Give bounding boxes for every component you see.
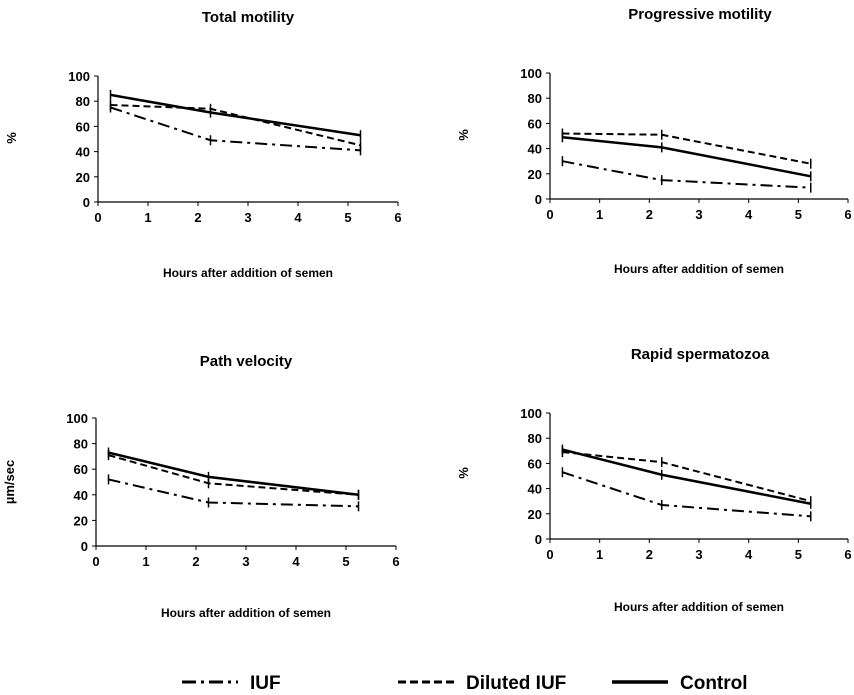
chart4-y-tick-label: 60 [528, 456, 542, 471]
chart4-y-tick-label: 40 [528, 482, 542, 497]
chart3-x-tick-label: 5 [342, 554, 349, 569]
chart4-y-tick-label: 20 [528, 507, 542, 522]
legend-label-diluted-iuf: Diluted IUF [466, 673, 566, 694]
legend-label-iuf: IUF [250, 673, 281, 694]
chart3-series-control-line [108, 451, 359, 497]
chart3-path-velocity: Path velocity Hours after addition of sem… [2, 353, 400, 620]
chart2-y-tick-label: 100 [520, 66, 542, 81]
legend-item-iuf: IUF [182, 673, 281, 694]
chart2-x-tick-label: 2 [646, 207, 653, 222]
chart3-x-tick-label: 0 [92, 554, 99, 569]
chart2-series-iuf-line [562, 160, 811, 189]
chart1-x-tick-label: 6 [394, 210, 401, 225]
chart1-series-diluted-iuf-line [110, 103, 361, 147]
chart1-series-control-line [110, 93, 361, 137]
chart4-rapid-spermatozoa: Rapid spermatozoa Hours after addition of… [456, 346, 852, 614]
chart3-x-tick-label: 1 [142, 554, 149, 569]
chart4-x-tick-label: 6 [844, 547, 851, 562]
legend-item-diluted-iuf: Diluted IUF [398, 673, 566, 694]
chart3-y-tick-label: 60 [74, 462, 88, 477]
chart2-x-axis-label: Hours after addition of semen [614, 262, 784, 276]
chart2-x-tick-label: 4 [745, 207, 753, 222]
chart2-series-diluted-iuf-line [562, 132, 811, 165]
chart3-y-tick-label: 20 [74, 513, 88, 528]
chart4-series-control-line [562, 448, 811, 505]
chart1-y-tick-label: 100 [68, 69, 90, 84]
chart2-x-tick-label: 6 [844, 207, 851, 222]
chart4-y-tick-label: 100 [520, 406, 542, 421]
chart1-x-tick-label: 2 [194, 210, 201, 225]
chart1-y-tick-label: 40 [76, 145, 90, 160]
chart3-y-tick-label: 0 [81, 539, 88, 554]
chart1-y-axis-label: % [4, 132, 19, 144]
chart1-x-tick-label: 5 [344, 210, 351, 225]
chart4-x-axis-label: Hours after addition of semen [614, 600, 784, 614]
legend: IUF Diluted IUF Control [182, 673, 748, 694]
chart3-x-tick-label: 4 [292, 554, 300, 569]
chart3-y-tick-label: 40 [74, 488, 88, 503]
chart3-series-iuf-line [108, 478, 359, 508]
chart3-x-tick-label: 6 [392, 554, 399, 569]
legend-label-control: Control [680, 673, 748, 694]
chart2-title: Progressive motility [628, 6, 772, 23]
chart1-x-tick-label: 4 [294, 210, 302, 225]
chart1-y-tick-label: 60 [76, 119, 90, 134]
chart4-x-tick-label: 4 [745, 547, 753, 562]
chart3-x-tick-label: 3 [242, 554, 249, 569]
chart2-y-axis-label: % [456, 129, 471, 141]
chart1-y-tick-label: 80 [76, 94, 90, 109]
chart3-y-tick-label: 80 [74, 437, 88, 452]
chart2-y-tick-label: 80 [528, 91, 542, 106]
chart3-title: Path velocity [200, 353, 293, 370]
chart1-x-tick-label: 3 [244, 210, 251, 225]
legend-item-control: Control [612, 673, 748, 694]
chart4-x-tick-label: 0 [546, 547, 553, 562]
chart3-y-axis-label: µm/sec [2, 460, 17, 504]
chart4-y-axis-label: % [456, 467, 471, 479]
chart2-y-tick-label: 60 [528, 116, 542, 131]
chart3-y-tick-label: 100 [66, 411, 88, 426]
chart4-y-tick-label: 0 [535, 532, 542, 547]
chart1-y-tick-label: 20 [76, 170, 90, 185]
chart4-x-tick-label: 5 [795, 547, 802, 562]
chart4-x-tick-label: 1 [596, 547, 603, 562]
chart2-y-tick-label: 40 [528, 142, 542, 157]
chart3-x-axis-label: Hours after addition of semen [161, 606, 331, 620]
chart1-title: Total motility [202, 9, 295, 26]
chart2-x-tick-label: 0 [546, 207, 553, 222]
chart4-x-tick-label: 2 [646, 547, 653, 562]
chart2-progressive-motility: Progressive motility Hours after addition… [456, 6, 852, 276]
chart2-y-tick-label: 0 [535, 192, 542, 207]
chart-panels: Total motility Hours after addition of se… [2, 6, 852, 620]
chart1-y-tick-label: 0 [83, 195, 90, 210]
chart1-total-motility: Total motility Hours after addition of se… [4, 9, 402, 280]
chart2-x-tick-label: 1 [596, 207, 603, 222]
chart1-x-tick-label: 0 [94, 210, 101, 225]
chart2-y-tick-label: 20 [528, 167, 542, 182]
chart1-x-axis-label: Hours after addition of semen [163, 266, 333, 280]
chart3-x-tick-label: 2 [192, 554, 199, 569]
chart4-y-tick-label: 80 [528, 431, 542, 446]
chart4-x-tick-label: 3 [695, 547, 702, 562]
chart1-x-tick-label: 1 [144, 210, 151, 225]
chart2-x-tick-label: 5 [795, 207, 802, 222]
chart4-title: Rapid spermatozoa [631, 346, 770, 363]
chart2-x-tick-label: 3 [695, 207, 702, 222]
